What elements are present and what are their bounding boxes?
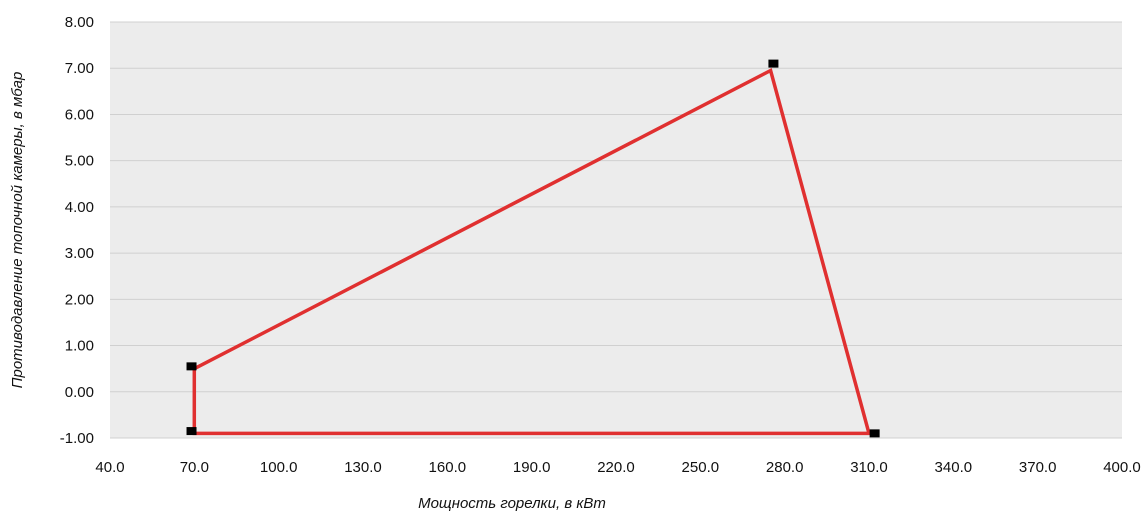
y-tick-label: 2.00: [65, 291, 94, 308]
y-axis-title: Противодавление топочной камеры, в мбар: [9, 72, 26, 389]
series-line: [192, 67, 872, 436]
x-tick-label: 370.0: [1019, 459, 1057, 476]
y-tick-label: -1.00: [60, 430, 94, 447]
data-point-marker: [186, 362, 197, 371]
y-tick-label: 1.00: [65, 338, 94, 355]
x-tick-label: 130.0: [344, 459, 382, 476]
y-tick-label: 6.00: [65, 106, 94, 123]
x-tick-label: 280.0: [766, 459, 804, 476]
gridlines: [110, 21, 1122, 439]
y-tick-label: 8.00: [65, 14, 94, 31]
x-tick-label: 310.0: [850, 459, 888, 476]
x-tick-label: 220.0: [597, 459, 635, 476]
x-tick-label: 160.0: [429, 459, 467, 476]
data-point-marker: [186, 427, 197, 436]
x-axis-ticks: 40.0 70.0 100.0 130.0 160.0 190.0 220.0 250.0 28…: [95, 459, 1140, 476]
x-tick-label: 100.0: [260, 459, 298, 476]
y-tick-label: 5.00: [65, 153, 94, 170]
x-tick-label: 340.0: [935, 459, 973, 476]
data-markers: [186, 59, 880, 438]
x-axis-title: Мощность горелки, в кВт: [418, 495, 606, 512]
y-tick-label: 3.00: [65, 245, 94, 262]
plot-area: [110, 22, 1122, 438]
data-point-marker: [869, 429, 880, 438]
x-tick-label: 70.0: [180, 459, 209, 476]
x-tick-label: 250.0: [682, 459, 720, 476]
x-tick-label: 190.0: [513, 459, 551, 476]
y-tick-label: 4.00: [65, 199, 94, 216]
x-tick-label: 40.0: [95, 459, 124, 476]
data-point-marker: [768, 59, 779, 68]
y-tick-label: 0.00: [65, 384, 94, 401]
x-tick-label: 400.0: [1103, 459, 1141, 476]
y-axis-ticks: -1.00 0.00 1.00 2.00 3.00 4.00 5.00 6.00 7.00 8.0…: [60, 14, 94, 447]
y-tick-label: 7.00: [65, 60, 94, 77]
